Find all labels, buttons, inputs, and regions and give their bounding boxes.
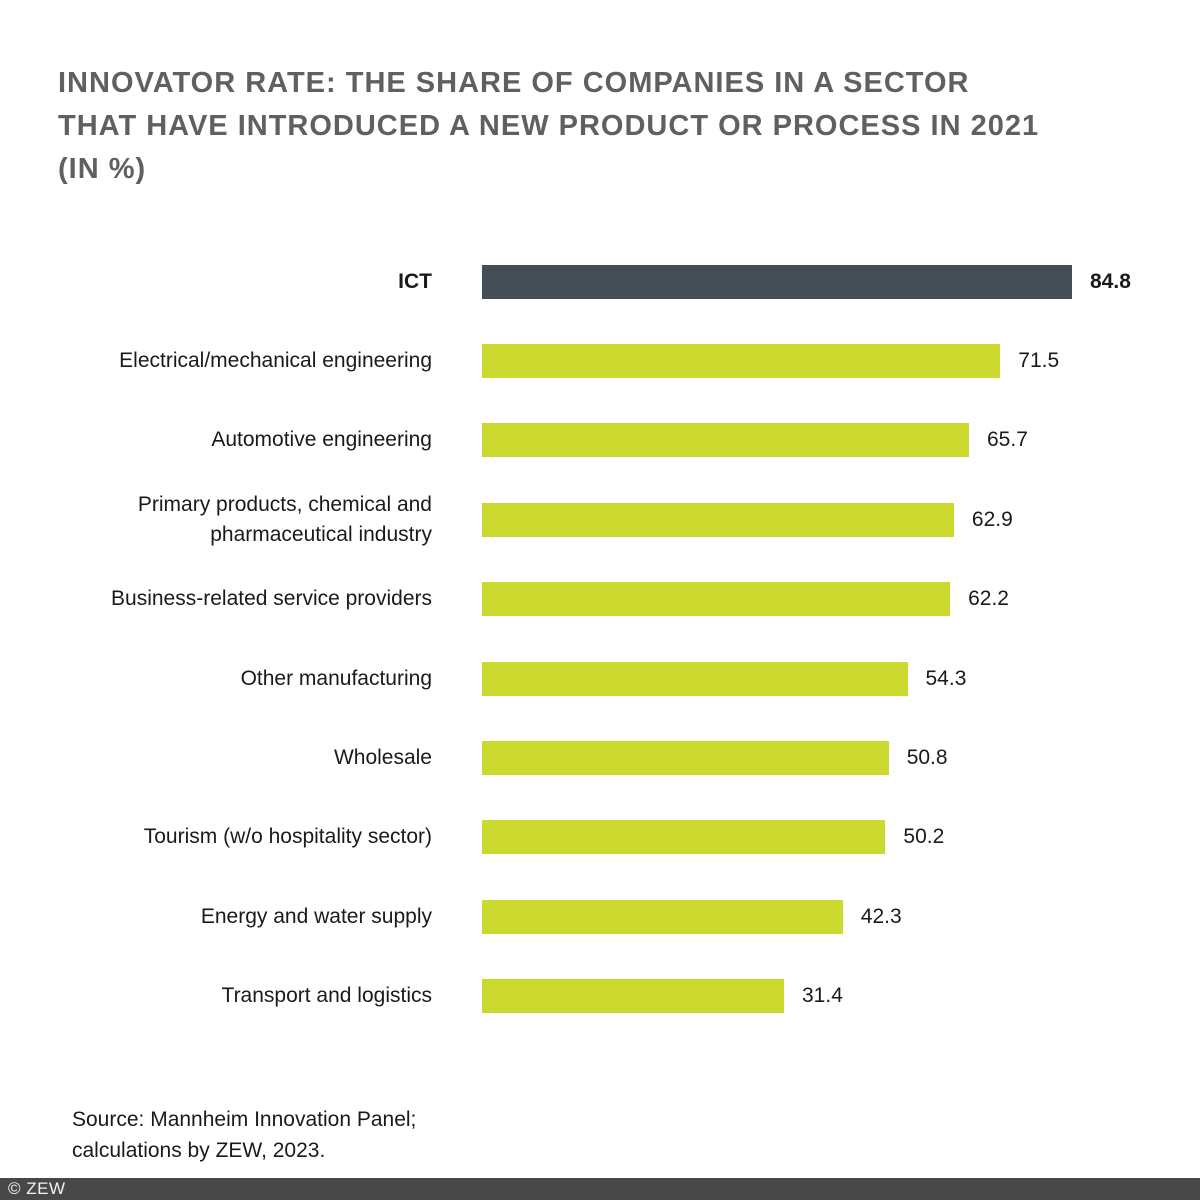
bar [482,502,954,537]
category-label: Energy and water supply [200,904,432,928]
value-label: 42.3 [860,904,902,928]
category-label: Transport and logistics [221,984,432,1008]
bar [482,820,886,855]
chart-title-line1: INNOVATOR RATE: THE SHARE OF COMPANIES I… [58,67,970,99]
value-label: 50.2 [903,825,945,849]
category-label: Other manufacturing [240,666,432,690]
footer-bar: © ZEW [0,1178,1200,1200]
value-label: 54.3 [925,666,967,690]
category-label: Electrical/mechanical engineering [119,349,432,373]
chart-title: INNOVATOR RATE: THE SHARE OF COMPANIES I… [58,62,1039,191]
source-note: Source: Mannheim Innovation Panel; calcu… [72,1104,416,1166]
chart-title-line2: THAT HAVE INTRODUCED A NEW PRODUCT OR PR… [58,110,1040,142]
value-label: 62.2 [968,587,1009,611]
bar-row: ICT 84.8 [0,242,1200,321]
bar [482,899,843,934]
bar [482,661,908,696]
category-label: ICT [398,269,432,293]
value-label: 65.7 [987,428,1028,452]
value-label: 71.5 [1018,349,1060,373]
source-note-line2: calculations by ZEW, 2023. [72,1139,326,1162]
category-label: Business-related service providers [111,587,432,611]
bar-chart: ICT 84.8 Electrical/mechanical engineering… [0,242,1200,1036]
bar-row: Energy and water supply 42.3 [0,877,1200,956]
category-label: Automotive engineering [211,428,432,452]
bar-row: Transport and logistics 31.4 [0,957,1200,1036]
category-label: Primary products, chemical and pharmaceu… [137,492,432,546]
category-label: Tourism (w/o hospitality sector) [143,825,432,849]
bar-row: Wholesale 50.8 [0,718,1200,797]
copyright-label: © ZEW [8,1179,66,1198]
value-label: 62.9 [971,507,1013,531]
bar-row: Electrical/mechanical engineering 71.5 [0,321,1200,400]
bar [482,264,1072,299]
bar [482,423,969,458]
bar-row: Business-related service providers 62.2 [0,560,1200,639]
source-note-line1: Source: Mannheim Innovation Panel; [72,1108,417,1131]
chart-title-line3: (IN %) [58,153,147,185]
bar-row: Other manufacturing 54.3 [0,639,1200,718]
bar [482,582,951,617]
value-label: 50.8 [906,746,948,770]
bar-row: Tourism (w/o hospitality sector) 50.2 [0,798,1200,877]
bar-row: Automotive engineering 65.7 [0,401,1200,480]
bar [482,979,784,1014]
category-label: Wholesale [333,746,432,770]
value-label: 84.8 [1090,269,1131,293]
bar [482,344,1001,379]
bar [482,741,889,776]
bar-row: Primary products, chemical and pharmaceu… [0,480,1200,559]
value-label: 31.4 [802,984,843,1008]
